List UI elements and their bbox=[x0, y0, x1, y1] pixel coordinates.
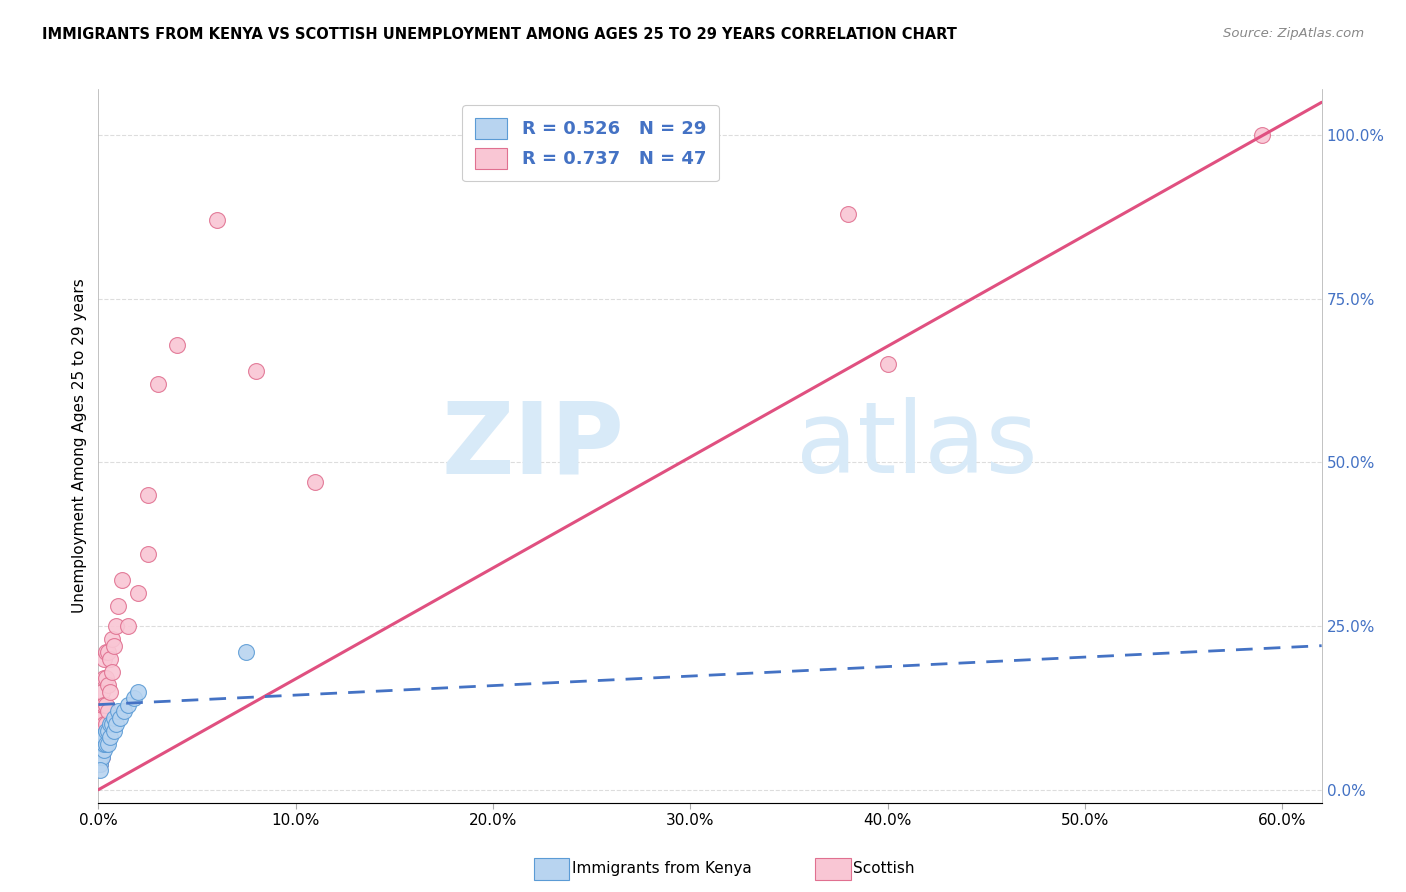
Point bbox=[97, 678, 120, 692]
Point bbox=[101, 632, 124, 647]
Point bbox=[89, 763, 111, 777]
Point bbox=[136, 488, 159, 502]
Point bbox=[96, 723, 118, 738]
Point bbox=[111, 573, 134, 587]
Point bbox=[837, 206, 859, 220]
Point bbox=[89, 756, 111, 771]
Point bbox=[91, 750, 114, 764]
Point bbox=[122, 691, 145, 706]
Point bbox=[103, 639, 125, 653]
Point bbox=[98, 731, 121, 745]
Point bbox=[127, 684, 149, 698]
Point bbox=[89, 737, 111, 751]
Point bbox=[108, 711, 131, 725]
Point bbox=[96, 717, 118, 731]
Point bbox=[876, 357, 898, 371]
Point bbox=[304, 475, 326, 489]
Point bbox=[105, 717, 128, 731]
Text: Immigrants from Kenya: Immigrants from Kenya bbox=[572, 862, 752, 876]
Point bbox=[101, 665, 124, 679]
Text: Scottish: Scottish bbox=[853, 862, 915, 876]
Point bbox=[127, 586, 149, 600]
Point bbox=[91, 684, 114, 698]
Point bbox=[103, 711, 125, 725]
Point bbox=[1251, 128, 1274, 142]
Point bbox=[205, 213, 228, 227]
Point bbox=[93, 717, 115, 731]
Point bbox=[146, 376, 169, 391]
Point bbox=[98, 684, 121, 698]
Point bbox=[89, 731, 111, 745]
Point bbox=[96, 645, 118, 659]
Point bbox=[136, 547, 159, 561]
Legend: R = 0.526   N = 29, R = 0.737   N = 47: R = 0.526 N = 29, R = 0.737 N = 47 bbox=[463, 105, 718, 181]
Point bbox=[93, 731, 115, 745]
Point bbox=[89, 711, 111, 725]
Point bbox=[89, 743, 111, 757]
Text: ZIP: ZIP bbox=[441, 398, 624, 494]
Point bbox=[97, 723, 120, 738]
Point bbox=[89, 723, 111, 738]
Point bbox=[117, 698, 139, 712]
Point bbox=[101, 717, 124, 731]
Point bbox=[166, 337, 188, 351]
Point bbox=[89, 737, 111, 751]
Point bbox=[93, 743, 115, 757]
Point bbox=[98, 652, 121, 666]
Point bbox=[98, 717, 121, 731]
Point bbox=[97, 737, 120, 751]
Point bbox=[93, 737, 115, 751]
Point bbox=[91, 731, 114, 745]
Point bbox=[89, 717, 111, 731]
Point bbox=[93, 672, 115, 686]
Point bbox=[96, 698, 118, 712]
Point bbox=[93, 737, 115, 751]
Point bbox=[89, 750, 111, 764]
Point bbox=[89, 743, 111, 757]
Point bbox=[96, 672, 118, 686]
Point bbox=[112, 704, 135, 718]
Point bbox=[91, 737, 114, 751]
Point bbox=[117, 619, 139, 633]
Point bbox=[235, 645, 257, 659]
Point bbox=[89, 756, 111, 771]
Point bbox=[96, 737, 118, 751]
Point bbox=[105, 619, 128, 633]
Text: Source: ZipAtlas.com: Source: ZipAtlas.com bbox=[1223, 27, 1364, 40]
Point bbox=[89, 731, 111, 745]
Point bbox=[89, 750, 111, 764]
Y-axis label: Unemployment Among Ages 25 to 29 years: Unemployment Among Ages 25 to 29 years bbox=[72, 278, 87, 614]
Point bbox=[91, 737, 114, 751]
Point bbox=[93, 652, 115, 666]
Point bbox=[245, 364, 267, 378]
Point bbox=[97, 704, 120, 718]
Point bbox=[91, 750, 114, 764]
Point bbox=[107, 704, 129, 718]
Point bbox=[93, 698, 115, 712]
Point bbox=[97, 645, 120, 659]
Text: IMMIGRANTS FROM KENYA VS SCOTTISH UNEMPLOYMENT AMONG AGES 25 TO 29 YEARS CORRELA: IMMIGRANTS FROM KENYA VS SCOTTISH UNEMPL… bbox=[42, 27, 957, 42]
Point bbox=[91, 698, 114, 712]
Point bbox=[91, 711, 114, 725]
Point bbox=[91, 723, 114, 738]
Point bbox=[103, 723, 125, 738]
Point bbox=[107, 599, 129, 614]
Point bbox=[89, 704, 111, 718]
Text: atlas: atlas bbox=[796, 398, 1038, 494]
